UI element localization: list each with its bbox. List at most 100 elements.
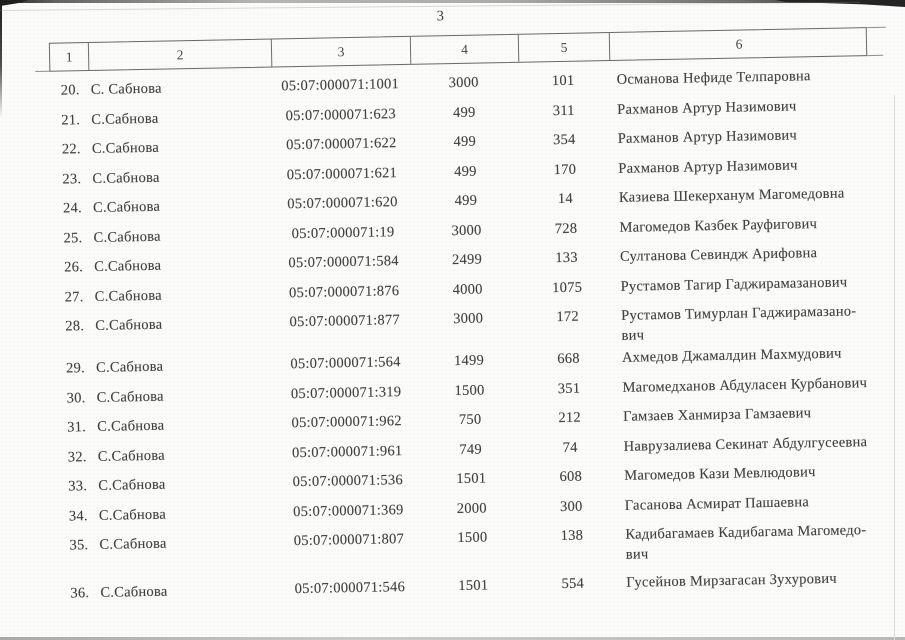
cell-col4-value: 3000 (453, 310, 484, 328)
cell-col4-value: 2499 (451, 251, 483, 269)
cell-settlement: С.Сабнова (93, 228, 161, 246)
cell-owner-name: Казиева Шекерханум Магомедовна (618, 185, 845, 206)
cell-cadastral-number: 05:07:000071:876 (288, 282, 400, 301)
cell-cadastral-number: 05:07:000071:546 (294, 579, 406, 598)
cell-owner-name: Кадибагамаев Кадибагама Магомедо- вич (625, 522, 867, 563)
cell-settlement: С.Сабнова (95, 316, 163, 334)
cell-cadastral-number: 05:07:000071:622 (286, 135, 397, 154)
cell-settlement: С.Сабнова (91, 139, 160, 157)
cell-col5-value: 351 (557, 380, 581, 397)
cell-row-number: 24. (62, 200, 83, 217)
cell-settlement: С.Сабнова (97, 447, 166, 465)
cell-col5-value: 133 (555, 249, 578, 267)
cell-owner-name: Рахманов Артур Назимович (618, 156, 798, 177)
cell-row-number: 25. (63, 229, 83, 247)
cell-col5-value: 74 (562, 439, 578, 456)
column-header-1: 1 (65, 48, 73, 64)
cell-settlement: С.Сабнова (94, 287, 162, 305)
cell-col4-value: 1500 (457, 529, 488, 547)
cell-col4-value: 499 (453, 133, 477, 151)
cell-row-number: 28. (65, 318, 85, 335)
cell-col4-value: 1501 (456, 470, 487, 488)
scan-artifact-header-line-extension (35, 70, 50, 73)
scan-artifact-bottom-edge (0, 637, 905, 640)
cell-col4-value: 749 (459, 441, 483, 458)
cell-cadastral-number: 05:07:000071:807 (293, 531, 405, 550)
cell-owner-name: Рахманов Артур Назимович (617, 127, 798, 147)
cell-row-number: 34. (68, 507, 88, 524)
cell-col4-value: 499 (453, 163, 477, 180)
scan-artifact-paper-edge-right (893, 95, 895, 640)
cell-owner-name: Ахмедов Джамалдин Махмудович (621, 345, 842, 366)
cell-row-number: 35. (69, 537, 89, 554)
scan-artifact-top-edge (0, 0, 905, 3)
cell-col4-value: 1499 (453, 352, 485, 370)
cell-owner-name: Османова Нефиде Телпаровна (616, 68, 811, 88)
scan-artifact-top-right-corner (775, 0, 905, 7)
cell-settlement: С.Сабнова (95, 358, 164, 376)
cell-col5-value: 554 (561, 575, 585, 593)
column-header-2: 2 (87, 39, 272, 71)
scan-artifact-top-left-corner (0, 0, 28, 6)
cell-settlement: С.Сабнова (93, 257, 162, 275)
cell-col5-value: 728 (554, 220, 578, 237)
cell-col5-value: 668 (557, 350, 580, 368)
cell-row-number: 26. (63, 259, 84, 276)
cell-cadastral-number: 05:07:000071:961 (291, 442, 403, 461)
scan-artifact-header-line-extension (866, 26, 886, 29)
cell-col5-value: 1075 (551, 279, 583, 296)
cell-owner-name: Рахманов Артур Назимович (617, 97, 797, 118)
cell-col5-value: 311 (552, 102, 575, 119)
column-header-4: 4 (409, 34, 519, 64)
cell-cadastral-number: 05:07:000071:1001 (281, 76, 400, 95)
cell-col4-value: 1500 (454, 381, 485, 399)
cell-cadastral-number: 05:07:000071:584 (288, 253, 399, 272)
cell-row-number: 20. (60, 82, 80, 99)
cell-settlement: С. Сабнова (90, 80, 162, 98)
cell-owner-name: Гасанова Асмират Пашаевна (624, 493, 810, 514)
cell-settlement: С.Сабнова (96, 388, 164, 406)
cell-col5-value: 172 (556, 308, 580, 326)
cell-row-number: 23. (62, 170, 82, 188)
cell-cadastral-number: 05:07:000071:623 (285, 105, 397, 124)
cell-row-number: 36. (70, 585, 90, 602)
cell-settlement: С.Сабнова (92, 198, 161, 216)
cell-col4-value: 499 (452, 104, 476, 121)
cell-cadastral-number: 05:07:000071:536 (292, 472, 404, 491)
cell-cadastral-number: 05:07:000071:620 (287, 194, 398, 213)
cell-owner-name: Гамзаев Ханмирза Гамзаевич (622, 405, 812, 425)
cell-row-number: 29. (65, 360, 86, 377)
cell-col5-value: 170 (553, 161, 577, 178)
column-header-3: 3 (270, 36, 411, 67)
cell-col4-value: 750 (458, 411, 482, 428)
cell-row-number: 27. (64, 288, 84, 306)
cell-row-number: 21. (61, 111, 81, 129)
cell-owner-name: Магомедханов Абдуласен Курбанович (622, 374, 868, 396)
column-header-5: 5 (517, 33, 610, 62)
cell-owner-name: Наврузалиева Секинат Абдулгусеевна (623, 433, 868, 455)
cell-settlement: С.Сабнова (92, 169, 160, 187)
cell-col5-value: 138 (560, 527, 584, 545)
scan-artifact-header-line-extension (867, 54, 884, 57)
land-parcel-table: 1 2 3 4 5 6 20. С. Сабнова 05:07:000071:… (35, 26, 886, 611)
cell-settlement: С.Сабнова (91, 110, 159, 128)
cell-col4-value: 2000 (456, 499, 487, 517)
cell-settlement: С.Сабнова (98, 506, 167, 524)
cell-settlement: С.Сабнова (97, 417, 165, 435)
column-header-6: 6 (608, 28, 869, 61)
cell-row-number: 22. (61, 141, 81, 158)
page-content: 3 1 2 3 4 5 6 20. С. Сабнова 05:07:00007… (34, 0, 886, 611)
cell-col4-value: 1501 (458, 577, 489, 595)
cell-row-number: 32. (67, 448, 87, 465)
cell-cadastral-number: 05:07:000071:962 (291, 413, 402, 432)
cell-row-number: 30. (66, 389, 86, 407)
cell-col5-value: 14 (557, 190, 574, 208)
cell-owner-name: Рустамов Тагир Гаджирамазанович (620, 274, 848, 295)
cell-col5-value: 300 (559, 498, 583, 515)
cell-col4-value: 499 (454, 192, 478, 210)
cell-cadastral-number: 05:07:000071:369 (293, 501, 404, 520)
cell-owner-name: Магомедов Казбек Рауфигович (619, 215, 818, 236)
cell-row-number: 33. (68, 478, 88, 495)
cell-owner-name: Рустамов Тимурлан Гаджирамазано- вич (621, 303, 857, 344)
cell-owner-name: Гусейнов Мирзагасан Зухурович (626, 570, 837, 591)
